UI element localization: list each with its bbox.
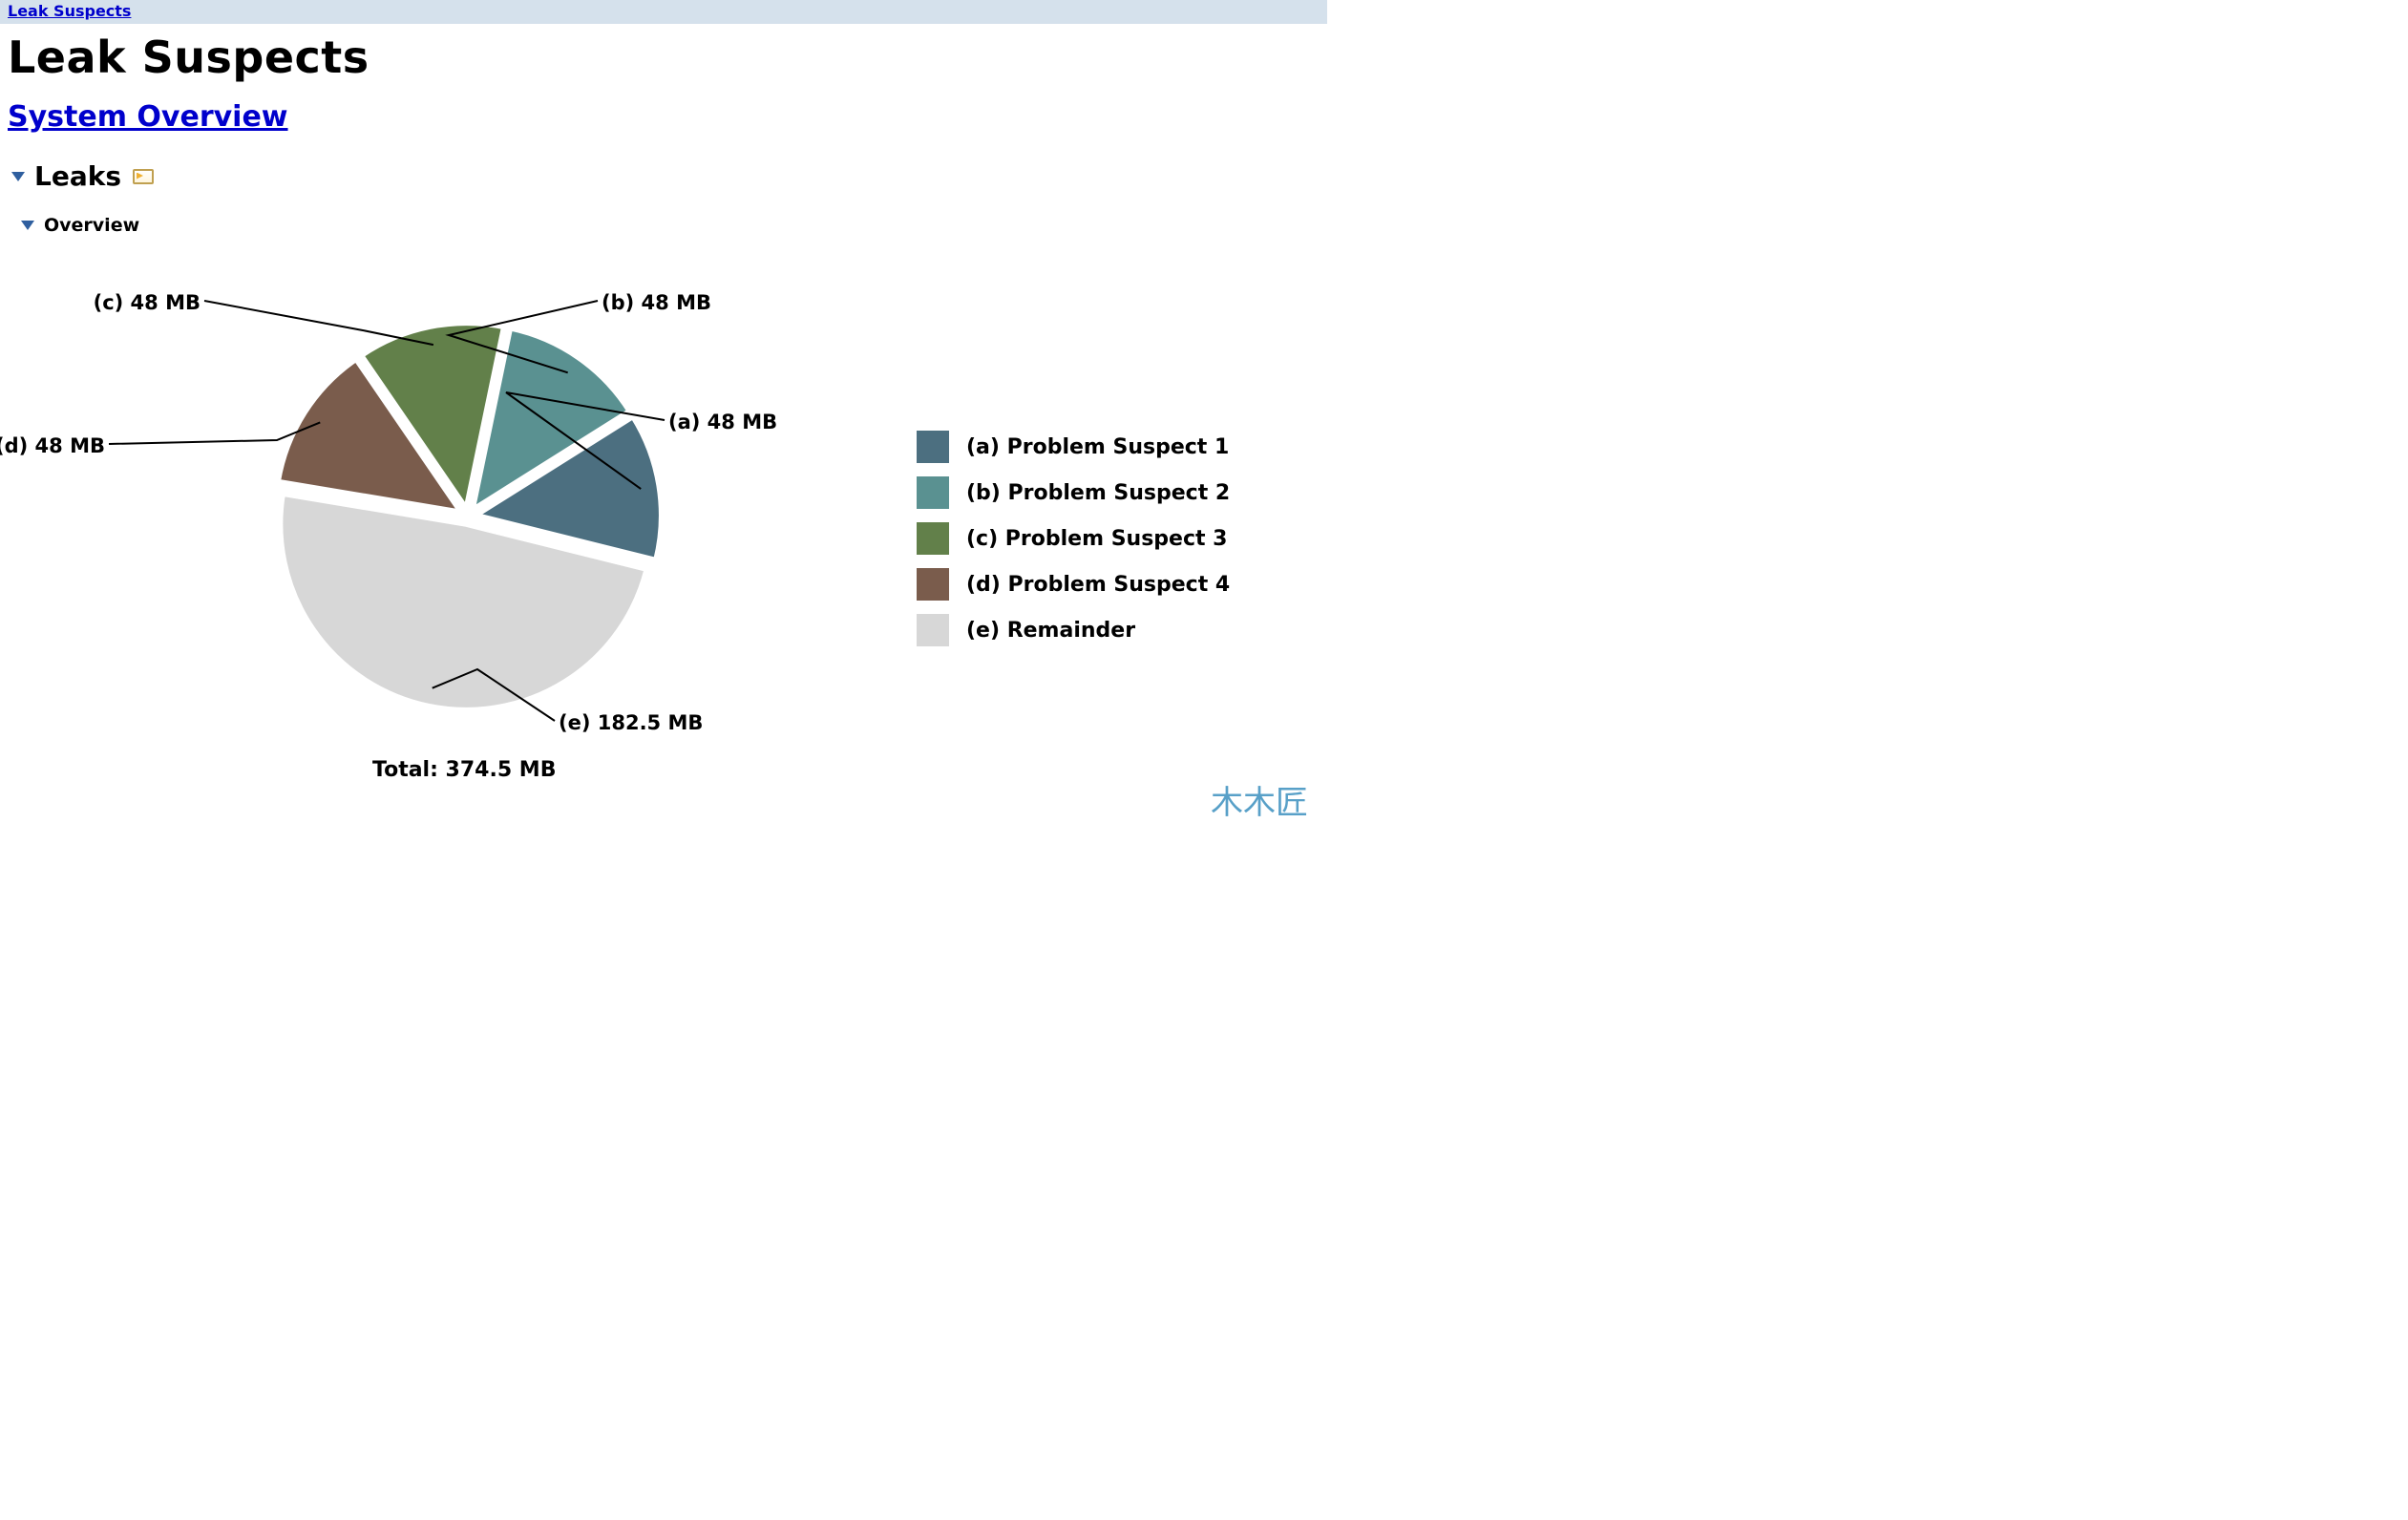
callout-c: (c) 48 MB: [94, 291, 201, 314]
legend-swatch-d: [917, 568, 949, 601]
callout-b: (b) 48 MB: [602, 291, 711, 314]
leaks-expander[interactable]: Leaks: [11, 160, 1327, 192]
watermark: 木木匠: [1211, 776, 1308, 823]
system-overview-heading: System Overview: [8, 100, 1327, 134]
legend-row-d: (d) Problem Suspect 4: [917, 568, 1230, 601]
chevron-down-icon: [21, 221, 34, 230]
legend-swatch-b: [917, 476, 949, 509]
legend-swatch-c: [917, 522, 949, 555]
legend-label-b: (b) Problem Suspect 2: [966, 481, 1230, 505]
legend-row-c: (c) Problem Suspect 3: [917, 522, 1230, 555]
overview-expander[interactable]: Overview: [21, 215, 1327, 236]
callout-e: (e) 182.5 MB: [559, 711, 703, 734]
callout-a: (a) 48 MB: [668, 411, 777, 433]
system-overview-link[interactable]: System Overview: [8, 100, 288, 134]
legend-label-a: (a) Problem Suspect 1: [966, 435, 1229, 459]
legend-label-d: (d) Problem Suspect 4: [966, 573, 1230, 597]
overview-chart-area: (a) 48 MB(b) 48 MB(c) 48 MB(d) 48 MB(e) …: [29, 259, 1327, 774]
legend-row-e: (e) Remainder: [917, 614, 1230, 646]
chevron-down-icon: [11, 172, 25, 181]
chart-total: Total: 374.5 MB: [372, 758, 556, 782]
leaks-label: Leaks: [34, 160, 121, 192]
breadcrumb: Leak Suspects: [0, 0, 1327, 24]
breadcrumb-link[interactable]: Leak Suspects: [8, 2, 131, 20]
overview-label: Overview: [44, 215, 139, 236]
legend-row-a: (a) Problem Suspect 1: [917, 431, 1230, 463]
chart-legend: (a) Problem Suspect 1 (b) Problem Suspect…: [917, 431, 1230, 660]
legend-row-b: (b) Problem Suspect 2: [917, 476, 1230, 509]
legend-swatch-e: [917, 614, 949, 646]
legend-label-e: (e) Remainder: [966, 619, 1135, 643]
page-title: Leak Suspects: [8, 32, 1327, 83]
folder-icon: [133, 169, 154, 184]
legend-label-c: (c) Problem Suspect 3: [966, 527, 1228, 551]
legend-swatch-a: [917, 431, 949, 463]
callout-d: (d) 48 MB: [0, 434, 105, 457]
pie-chart: [267, 316, 668, 717]
